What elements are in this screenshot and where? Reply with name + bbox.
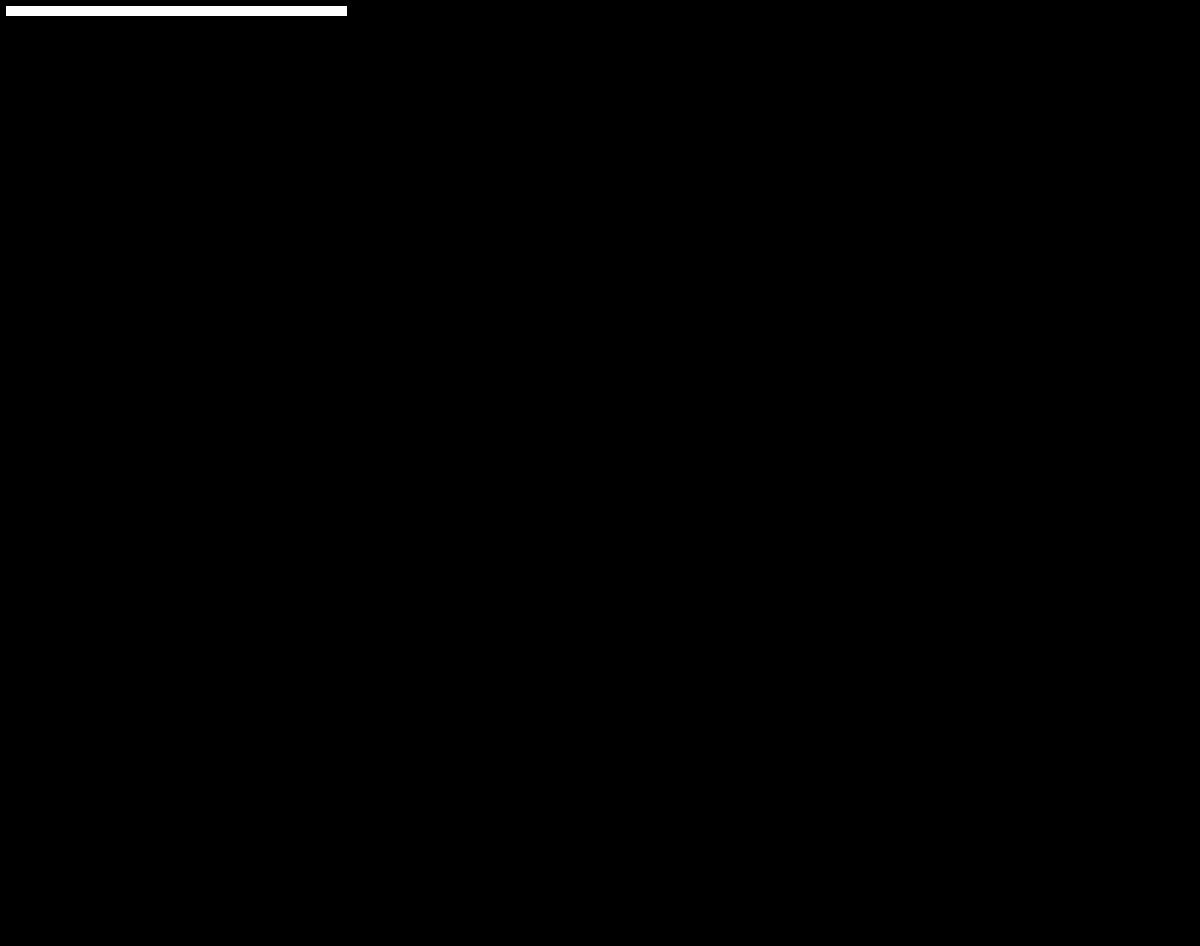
title-panel: [4, 4, 349, 18]
colorbar: [8, 104, 248, 148]
colorbar-tick-labels: [8, 104, 248, 148]
